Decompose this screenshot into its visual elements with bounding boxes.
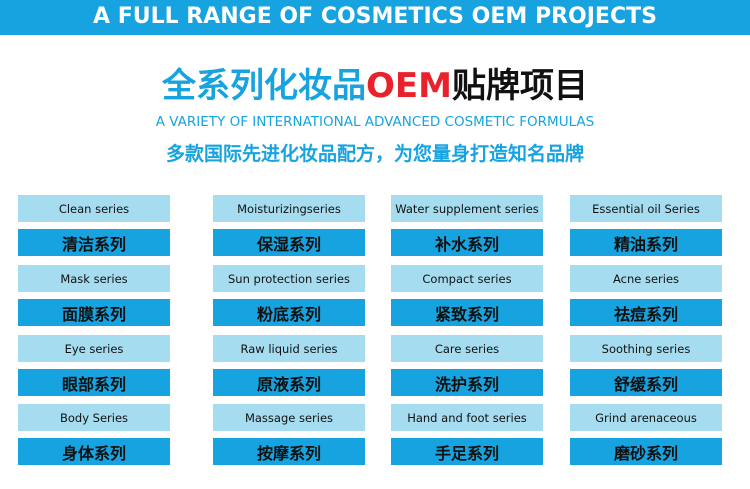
series-en: Clean series (18, 195, 170, 222)
banner-title: A FULL RANGE OF COSMETICS OEM PROJECTS (0, 0, 750, 35)
series-zh: 精油系列 (570, 229, 722, 256)
heading-part: 全系列化妆品 (162, 66, 367, 106)
series-en: Body Series (18, 404, 170, 431)
series-zh: 按摩系列 (213, 438, 365, 465)
series-en: Compact series (391, 265, 543, 292)
heading-part: OEM (366, 66, 452, 106)
series-zh: 祛痘系列 (570, 299, 722, 326)
series-zh: 眼部系列 (18, 369, 170, 396)
series-zh: 补水系列 (391, 229, 543, 256)
series-zh: 身体系列 (18, 438, 170, 465)
series-zh: 粉底系列 (213, 299, 365, 326)
series-en: Acne series (570, 265, 722, 292)
series-zh: 舒缓系列 (570, 369, 722, 396)
series-en: Moisturizingseries (213, 195, 365, 222)
series-zh: 手足系列 (391, 438, 543, 465)
series-zh: 磨砂系列 (570, 438, 722, 465)
series-en: Raw liquid series (213, 335, 365, 362)
series-en: Grind arenaceous (570, 404, 722, 431)
series-en: Care series (391, 335, 543, 362)
series-zh: 紧致系列 (391, 299, 543, 326)
heading-part: 贴牌项目 (451, 66, 588, 106)
series-en: Water supplement series (391, 195, 543, 222)
series-en: Essential oil Series (570, 195, 722, 222)
series-en: Eye series (18, 335, 170, 362)
series-zh: 原液系列 (213, 369, 365, 396)
subtitle-en: A VARIETY OF INTERNATIONAL ADVANCED COSM… (155, 114, 595, 130)
series-en: Hand and foot series (391, 404, 543, 431)
series-zh: 面膜系列 (18, 299, 170, 326)
series-zh: 清洁系列 (18, 229, 170, 256)
series-en: Massage series (213, 404, 365, 431)
series-zh: 保湿系列 (213, 229, 365, 256)
subtitle-zh: 多款国际先进化妆品配方，为您量身打造知名品牌 (165, 143, 584, 165)
series-en: Soothing series (570, 335, 722, 362)
series-zh: 洗护系列 (391, 369, 543, 396)
series-en: Sun protection series (213, 265, 365, 292)
heading: 全系列化妆品OEM贴牌项目 (0, 58, 750, 107)
series-en: Mask series (18, 265, 170, 292)
